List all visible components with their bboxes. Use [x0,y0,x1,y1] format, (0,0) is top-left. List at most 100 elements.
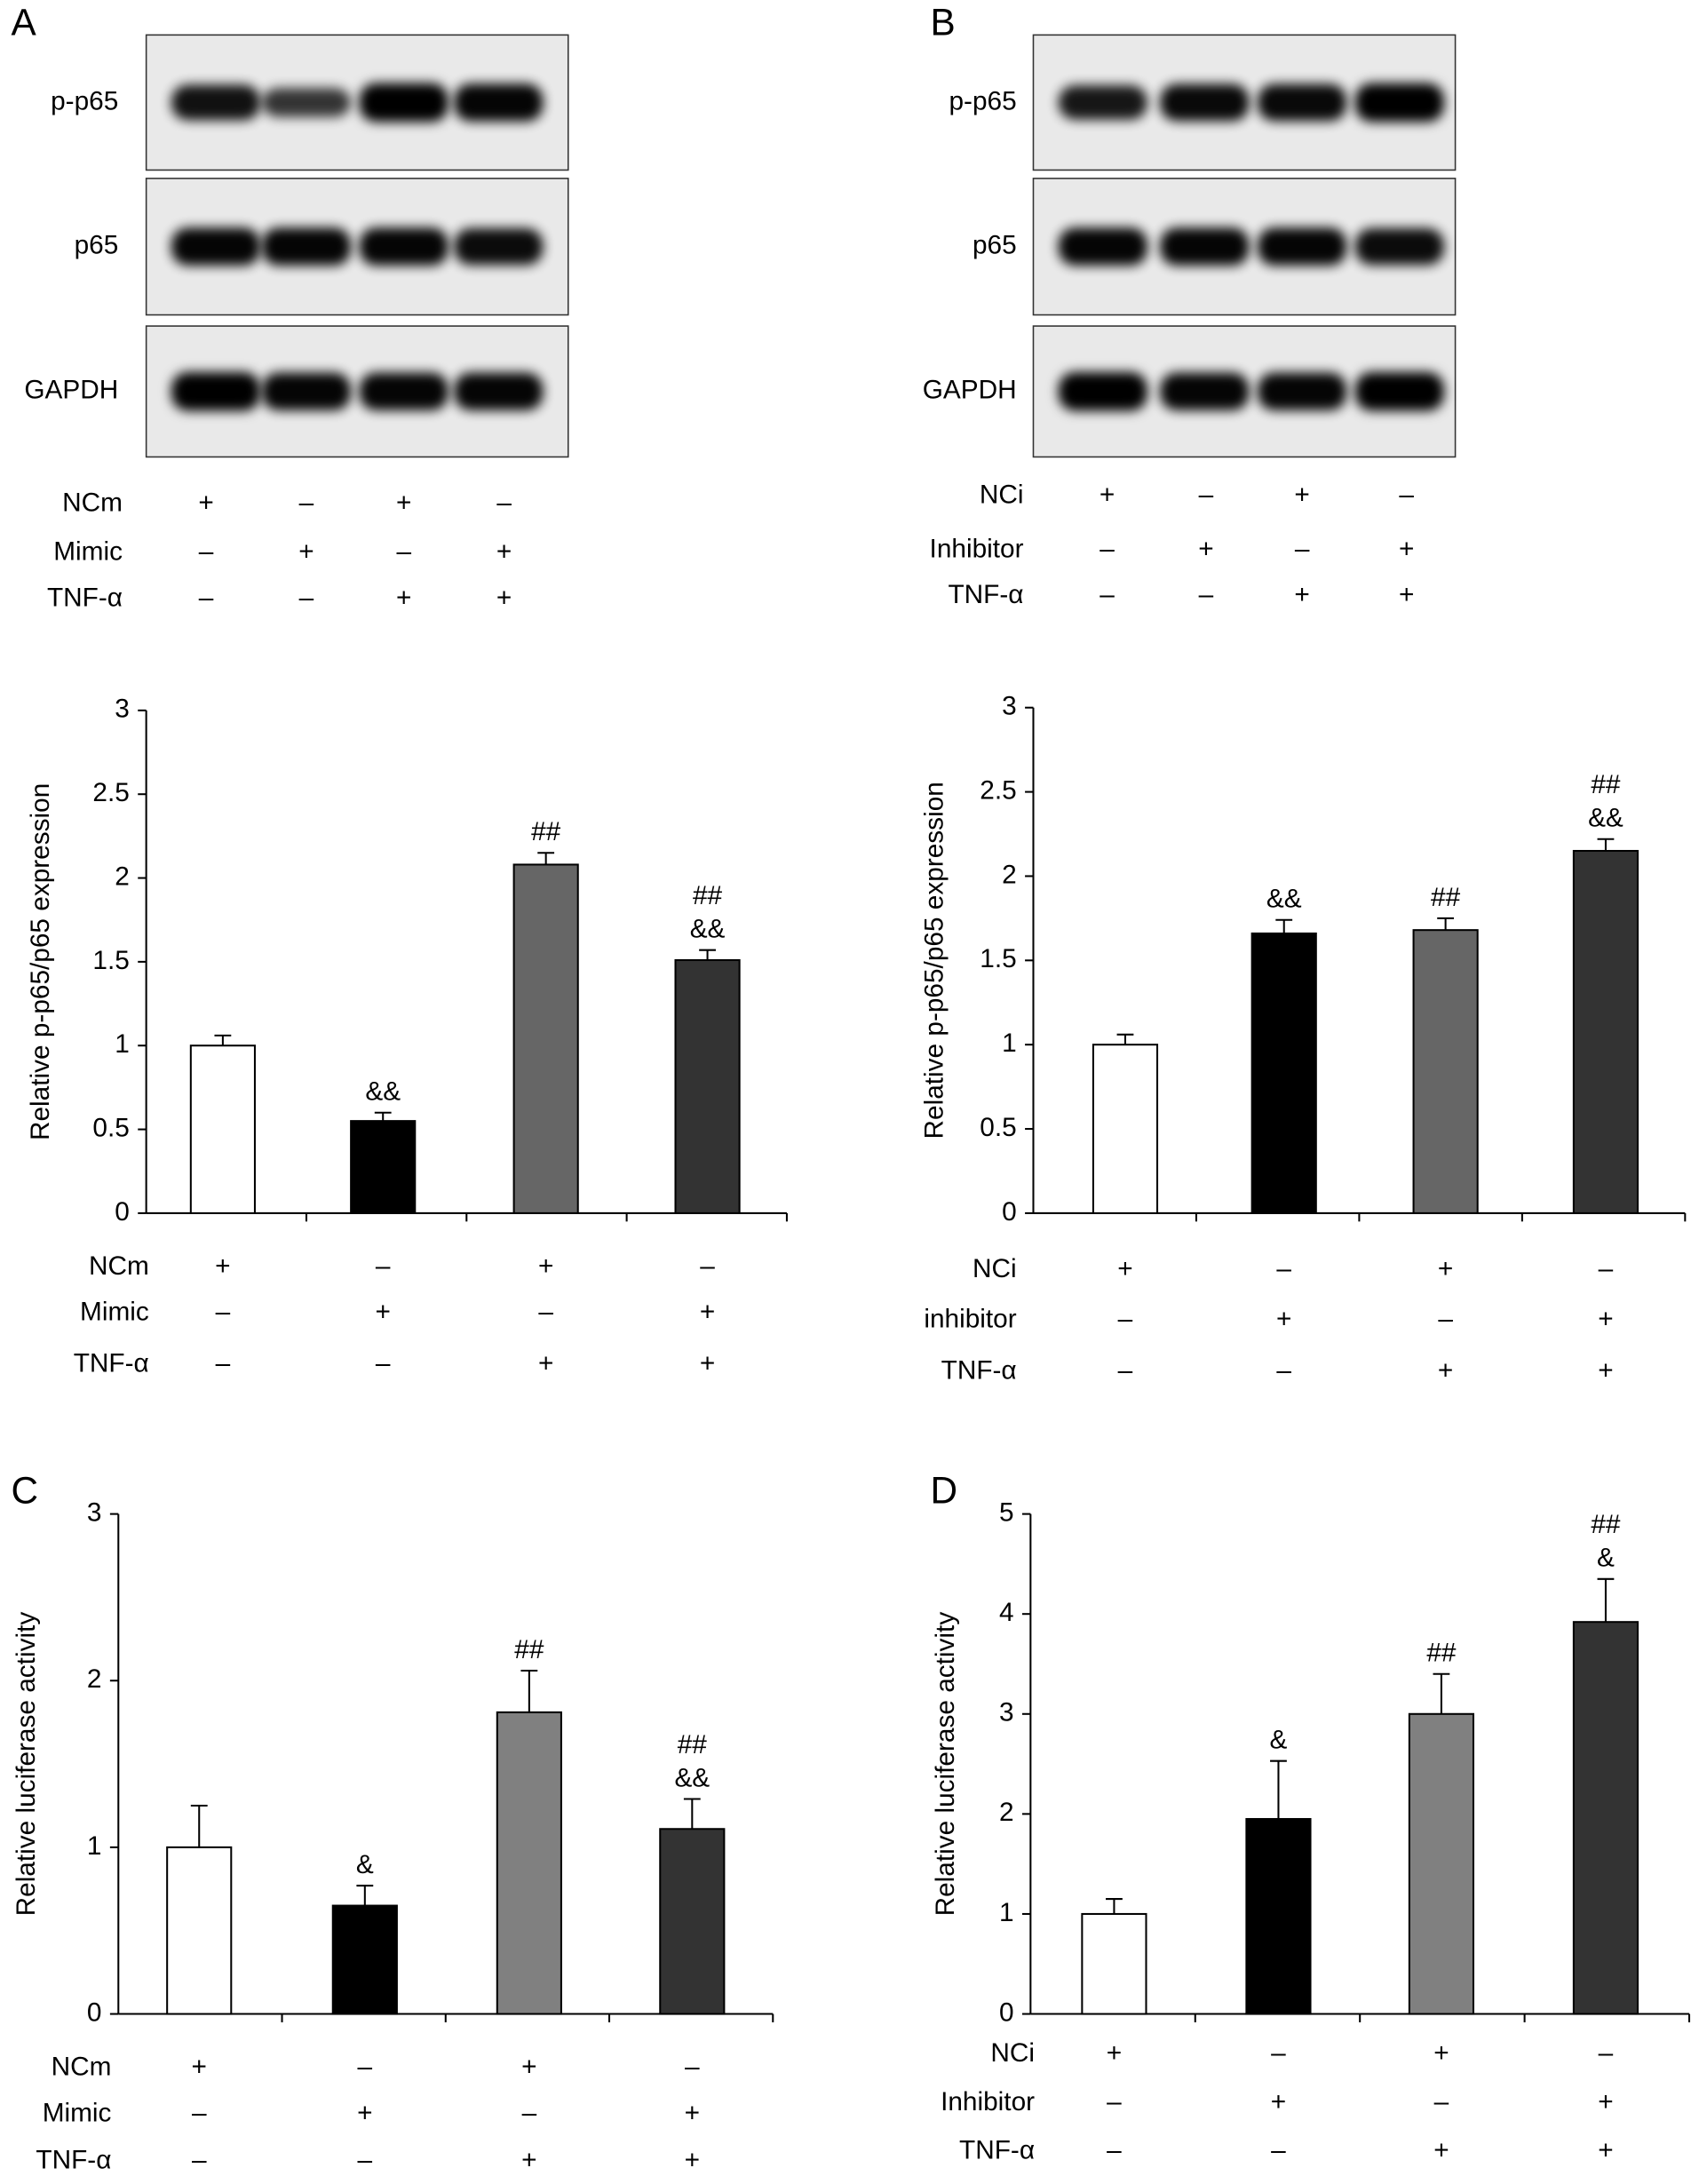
band [171,227,261,266]
condition-name: TNF-α [74,1349,149,1378]
y-tick-label: 1.5 [92,946,129,975]
condition-name: NCm [62,488,123,518]
condition-name: TNF-α [36,2146,111,2175]
condition-sign: + [396,488,411,518]
panel-letter: D [930,1469,957,1511]
condition-sign: + [1598,2087,1613,2116]
condition-sign: + [496,537,512,567]
error-bar [374,1111,392,1122]
error-bar [1275,918,1293,933]
condition-sign: + [496,583,512,612]
condition-sign: – [358,2146,373,2175]
condition-sign: + [538,1251,553,1281]
y-tick-label: 2 [115,862,130,891]
bar [659,1828,726,2015]
condition-name: TNF-α [959,2136,1035,2165]
error-bar [1433,1672,1450,1714]
error-bar [1597,838,1615,851]
panel-letter: B [930,2,955,44]
band [261,227,352,266]
band [1257,227,1347,266]
error-bar [699,949,716,961]
y-tick-label: 1 [115,1029,130,1059]
condition-sign: – [192,2146,207,2175]
condition-sign: + [1271,2087,1286,2116]
condition-name: TNF-α [941,1356,1017,1386]
condition-sign: – [1107,2087,1122,2116]
condition-sign: + [396,583,411,612]
condition-sign: + [1100,480,1115,509]
annotation: && [1266,885,1302,914]
band [359,372,449,411]
condition-sign: + [357,2098,372,2127]
condition-sign: – [1100,580,1115,609]
annotation: & [1270,1726,1288,1755]
condition-sign: – [1118,1356,1133,1386]
condition-sign: + [700,1349,715,1378]
condition-sign: – [192,2098,207,2127]
condition-sign: – [299,488,314,518]
y-tick-label: 1 [1002,1028,1017,1058]
blot-label: GAPDH [923,376,1017,405]
annotation: && [690,915,726,944]
condition-name: Inhibitor [930,534,1024,563]
y-tick-label: 2 [1002,860,1017,889]
blot-label: GAPDH [24,376,118,405]
condition-sign: – [685,2053,700,2082]
condition-sign: + [192,2053,207,2082]
error-bar [683,1798,701,1830]
condition-sign: – [216,1298,231,1327]
blot-label: p65 [75,231,119,260]
annotation: ## [1591,770,1621,799]
condition-name: inhibitor [924,1305,1016,1334]
bar [496,1711,562,2015]
bar [1245,1817,1312,2015]
band [359,227,449,266]
condition-sign: – [1295,534,1310,563]
y-tick-label: 1.5 [980,944,1016,973]
condition-sign: + [685,2098,700,2127]
band [1257,372,1347,411]
condition-name: NCm [89,1251,149,1281]
y-tick-label: 0.5 [980,1113,1016,1142]
panel-letter: A [12,2,37,44]
condition-sign: – [522,2098,537,2127]
y-tick-label: 0 [999,1997,1014,2027]
band [1354,83,1445,123]
bar [350,1120,417,1214]
condition-sign: – [1118,1305,1133,1334]
band [1160,83,1250,122]
condition-sign: + [521,2053,536,2082]
condition-sign: – [1399,480,1414,509]
condition-sign: + [700,1298,715,1327]
condition-sign: + [1294,480,1309,509]
annotation: ## [1426,1639,1457,1668]
bar [674,958,741,1214]
condition-sign: + [298,537,314,567]
condition-name: Mimic [80,1298,149,1327]
y-tick-label: 4 [999,1598,1014,1627]
condition-name: Inhibitor [941,2087,1035,2116]
band [1058,84,1148,120]
band [1058,227,1148,266]
annotation: & [1597,1544,1615,1573]
condition-sign: – [1276,1356,1291,1386]
y-axis-label: Relative p-p65/p65 expression [26,783,55,1140]
y-tick-label: 2 [87,1664,102,1694]
band [1160,227,1250,266]
annotation: && [674,1763,710,1792]
condition-sign: + [521,2146,536,2175]
condition-sign: – [358,2053,373,2082]
condition-sign: + [1107,2038,1122,2068]
band [454,228,544,266]
y-axis-label: Relative luciferase activity [12,1612,41,1917]
annotation: ## [678,1730,708,1759]
band [1354,371,1445,411]
y-tick-label: 0.5 [92,1113,129,1142]
annotation: & [356,1850,374,1879]
condition-name: NCi [980,480,1024,509]
band [261,88,352,117]
condition-sign: + [1294,580,1309,609]
y-tick-label: 2.5 [92,778,129,807]
error-bar [1437,917,1455,931]
